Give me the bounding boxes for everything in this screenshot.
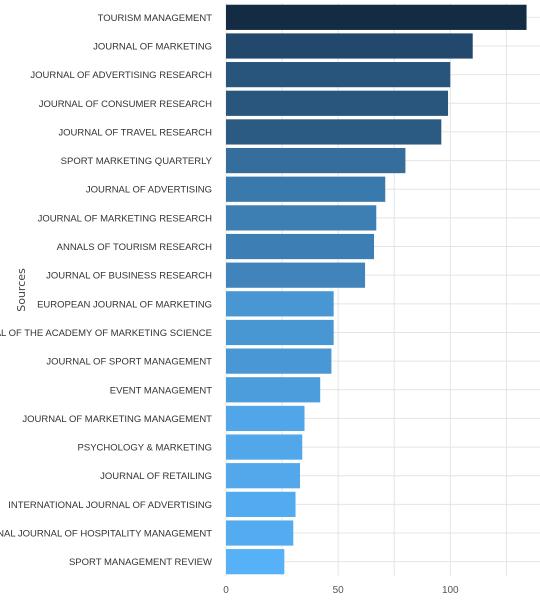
category-label: PSYCHOLOGY & MARKETING [78,443,212,454]
bars-layer [226,4,527,575]
category-label: SPORT MANAGEMENT REVIEW [69,557,212,568]
category-label: JOURNAL OF ADVERTISING RESEARCH [30,70,212,81]
category-label: JOURNAL OF ADVERTISING [86,185,212,196]
category-label: EVENT MANAGEMENT [110,385,212,396]
category-label: JOURNAL OF CONSUMER RESEARCH [39,99,212,110]
category-label: ANNALS OF TOURISM RESEARCH [57,242,213,253]
category-label: EUROPEAN JOURNAL OF MARKETING [37,299,212,310]
bar [226,434,303,460]
x-tick-label: 100 [442,585,459,596]
category-label: JOURNAL OF RETAILING [100,471,212,482]
bar [226,319,334,346]
bar [226,262,366,288]
bar [226,463,301,489]
bar [226,520,294,546]
bar [226,291,334,317]
bar [226,549,285,575]
bar [226,90,449,116]
bar [226,62,451,88]
category-labels: TOURISM MANAGEMENT JOURNAL OF MARKETING JO… [0,13,213,568]
bar [226,348,332,374]
category-label: JOURNAL OF BUSINESS RESEARCH [46,271,212,282]
category-label: JOURNAL OF MARKETING MANAGEMENT [22,414,212,425]
bar [226,491,296,517]
bar [226,147,406,174]
category-label: JOURNAL OF THE ACADEMY OF MARKETING SCIE… [0,328,212,339]
category-label: JOURNAL OF MARKETING RESEARCH [38,213,213,224]
bar [226,119,442,145]
x-tick-label: 50 [333,585,345,596]
category-label: INTERNATIONAL JOURNAL OF ADVERTISING [8,500,212,511]
category-label: INTERNATIONAL JOURNAL OF HOSPITALITY MAN… [0,529,212,540]
bar [226,33,473,59]
category-label: TOURISM MANAGEMENT [98,13,213,24]
category-label: JOURNAL OF TRAVEL RESEARCH [58,127,212,138]
bar [226,405,305,432]
bar [226,4,527,30]
grid-layer [225,3,540,576]
bar [226,205,377,231]
bar [226,377,321,403]
bar [226,176,386,202]
y-axis-label: Sources [15,268,28,312]
x-axis-ticks: 0 50 100 [223,585,459,596]
x-tick-label: 0 [223,585,229,596]
category-label: SPORT MARKETING QUARTERLY [61,156,213,167]
category-label: JOURNAL OF SPORT MANAGEMENT [46,357,212,368]
bar [226,233,375,260]
category-label: JOURNAL OF MARKETING [93,41,212,52]
